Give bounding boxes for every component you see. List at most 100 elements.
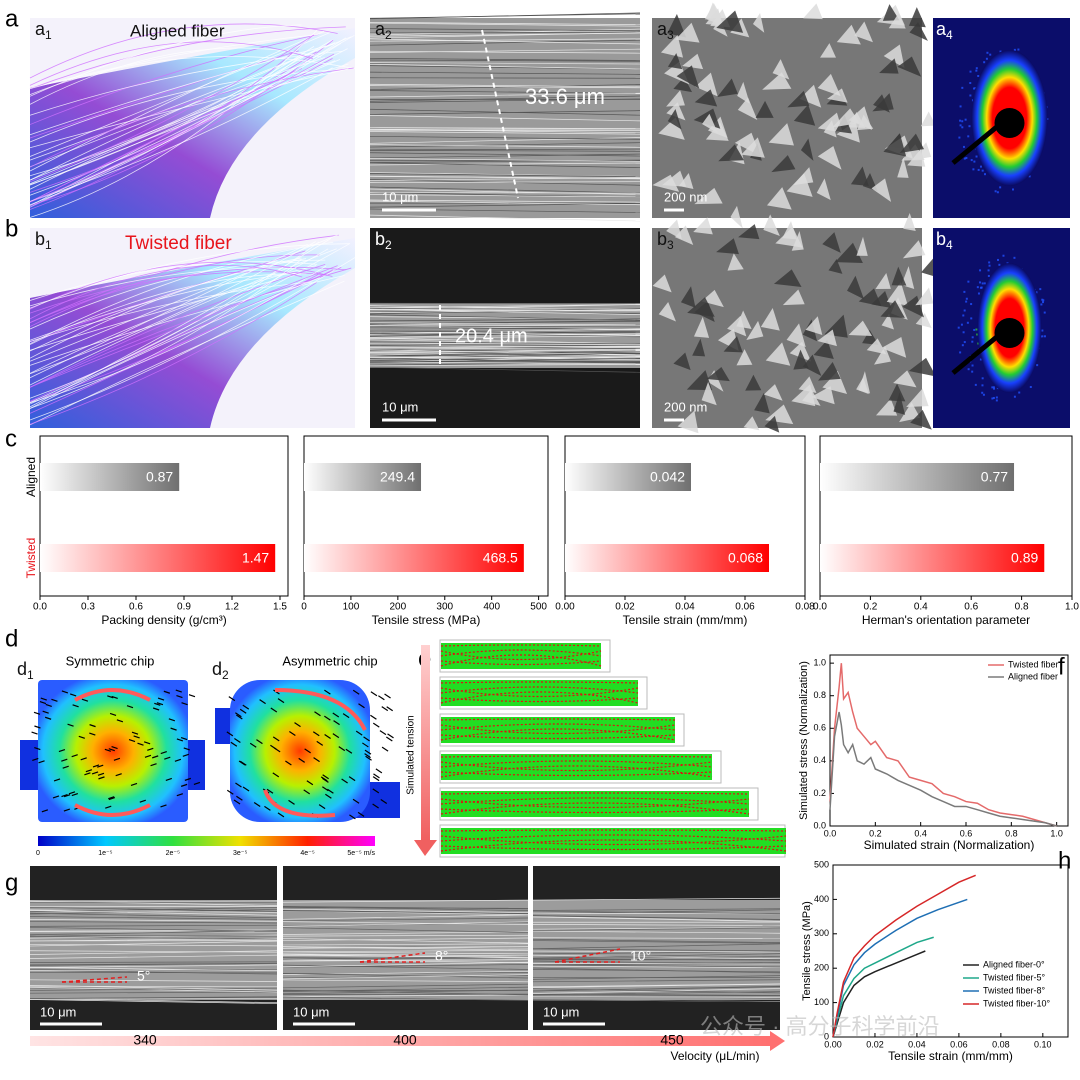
md-red-chain xyxy=(440,724,676,735)
velocity-vector xyxy=(111,745,118,750)
fiber-texture xyxy=(29,987,278,993)
sem-flake xyxy=(723,336,743,353)
velocity-vector xyxy=(176,738,184,742)
sem-flake xyxy=(686,370,713,391)
bar xyxy=(40,544,276,572)
sem-flake xyxy=(891,266,907,286)
fiber-texture xyxy=(29,909,278,915)
legend-label: Twisted fiber-10° xyxy=(983,998,1051,1008)
velocity-vector xyxy=(160,804,167,808)
velocity-vector xyxy=(170,727,177,731)
colorbar xyxy=(38,836,375,846)
sem-flake xyxy=(903,212,916,232)
fiber-texture xyxy=(369,333,641,338)
fiber-texture xyxy=(369,304,641,311)
scale-bar-label: 10 μm xyxy=(293,1004,329,1019)
diffraction-speckle xyxy=(959,105,962,108)
velocity-vector xyxy=(97,764,104,768)
fiber-texture xyxy=(282,950,529,953)
velocity-vector xyxy=(128,738,136,743)
sem-flake xyxy=(736,310,752,330)
bar xyxy=(565,463,691,491)
velocity-vector xyxy=(31,731,38,735)
fiber-texture xyxy=(369,325,641,330)
fiber-texture xyxy=(29,967,278,972)
fiber-texture xyxy=(369,199,641,203)
velocity-vector xyxy=(42,710,49,714)
fiber-texture xyxy=(282,959,529,964)
fiber-texture xyxy=(369,108,641,116)
md-frame xyxy=(439,787,759,821)
md-red-chain xyxy=(440,644,602,647)
render-strand xyxy=(29,243,351,309)
colorbar-tick-label: 4e⁻⁵ xyxy=(300,850,314,857)
fiber-texture xyxy=(369,343,641,345)
diffraction-speckle xyxy=(963,309,966,312)
velocity-vector xyxy=(108,797,116,801)
velocity-vector xyxy=(357,811,365,817)
sem-flake xyxy=(810,386,835,405)
fiber-texture xyxy=(369,90,641,94)
velocity-vector xyxy=(45,703,52,707)
diffraction-speckle xyxy=(991,397,994,400)
sem-flake xyxy=(760,308,780,331)
md-frame xyxy=(439,676,648,710)
md-red-chain xyxy=(440,797,750,805)
colorbar-tick-label: 1e⁻⁵ xyxy=(98,850,112,857)
sub-panel-label: b3 xyxy=(657,229,674,252)
render-strand xyxy=(29,46,315,177)
sem-flake xyxy=(856,236,868,256)
diffraction-speckle xyxy=(963,157,966,160)
velocity-vector xyxy=(174,758,182,762)
diffraction-speckle xyxy=(961,120,964,123)
velocity-vector xyxy=(277,812,285,818)
colorbar-tick-label: 2e⁻⁵ xyxy=(166,850,180,857)
x-tick-label: 0.02 xyxy=(615,602,635,613)
fiber-texture xyxy=(369,345,641,348)
render-strand xyxy=(29,265,327,404)
velocity-vector xyxy=(111,695,118,699)
diffraction-speckle xyxy=(977,168,980,171)
sem-flake xyxy=(910,409,932,430)
sem-flake xyxy=(802,354,822,376)
velocity-vector xyxy=(143,741,151,745)
x-tick-label: 0.06 xyxy=(735,602,755,613)
scale-bar-label: 10 μm xyxy=(543,1004,579,1019)
chip-title: Symmetric chip xyxy=(66,653,155,668)
tension-arrow xyxy=(421,645,430,840)
fiber-texture xyxy=(369,309,641,314)
velocity-vector xyxy=(44,716,52,720)
velocity-vector xyxy=(154,702,161,706)
sem-flake xyxy=(817,329,837,347)
velocity-vector xyxy=(180,737,188,741)
fiber-band xyxy=(283,900,528,1000)
fiber-texture xyxy=(369,131,641,135)
render-strand xyxy=(29,56,355,95)
velocity-vector xyxy=(137,742,144,746)
label-letter: a xyxy=(657,19,668,39)
render-strand xyxy=(29,67,333,202)
velocity-vector xyxy=(239,708,247,714)
md-red-chain xyxy=(440,792,750,795)
render-strand xyxy=(29,34,319,90)
sem-flake xyxy=(730,205,743,229)
fiber-texture xyxy=(282,957,529,960)
sem-flake xyxy=(881,313,894,330)
velocity-vector xyxy=(193,781,201,786)
fiber-texture xyxy=(369,186,641,194)
label-sub: 2 xyxy=(222,668,229,682)
fiber-texture xyxy=(532,967,781,974)
tension-arrowhead xyxy=(414,840,437,856)
velocity-vector xyxy=(386,706,394,712)
fiber-texture xyxy=(369,314,641,321)
label-sub: 4 xyxy=(946,238,953,252)
diffraction-speckle xyxy=(1013,256,1016,259)
panel-letter: a xyxy=(5,5,19,32)
sem-flake xyxy=(787,90,810,108)
sem-flake xyxy=(874,345,892,365)
diffraction-speckle xyxy=(984,173,987,176)
velocity-vector xyxy=(168,718,176,722)
velocity-vector xyxy=(182,753,190,757)
x-tick-label: 0.06 xyxy=(950,1039,968,1049)
fiber-texture xyxy=(532,956,781,960)
